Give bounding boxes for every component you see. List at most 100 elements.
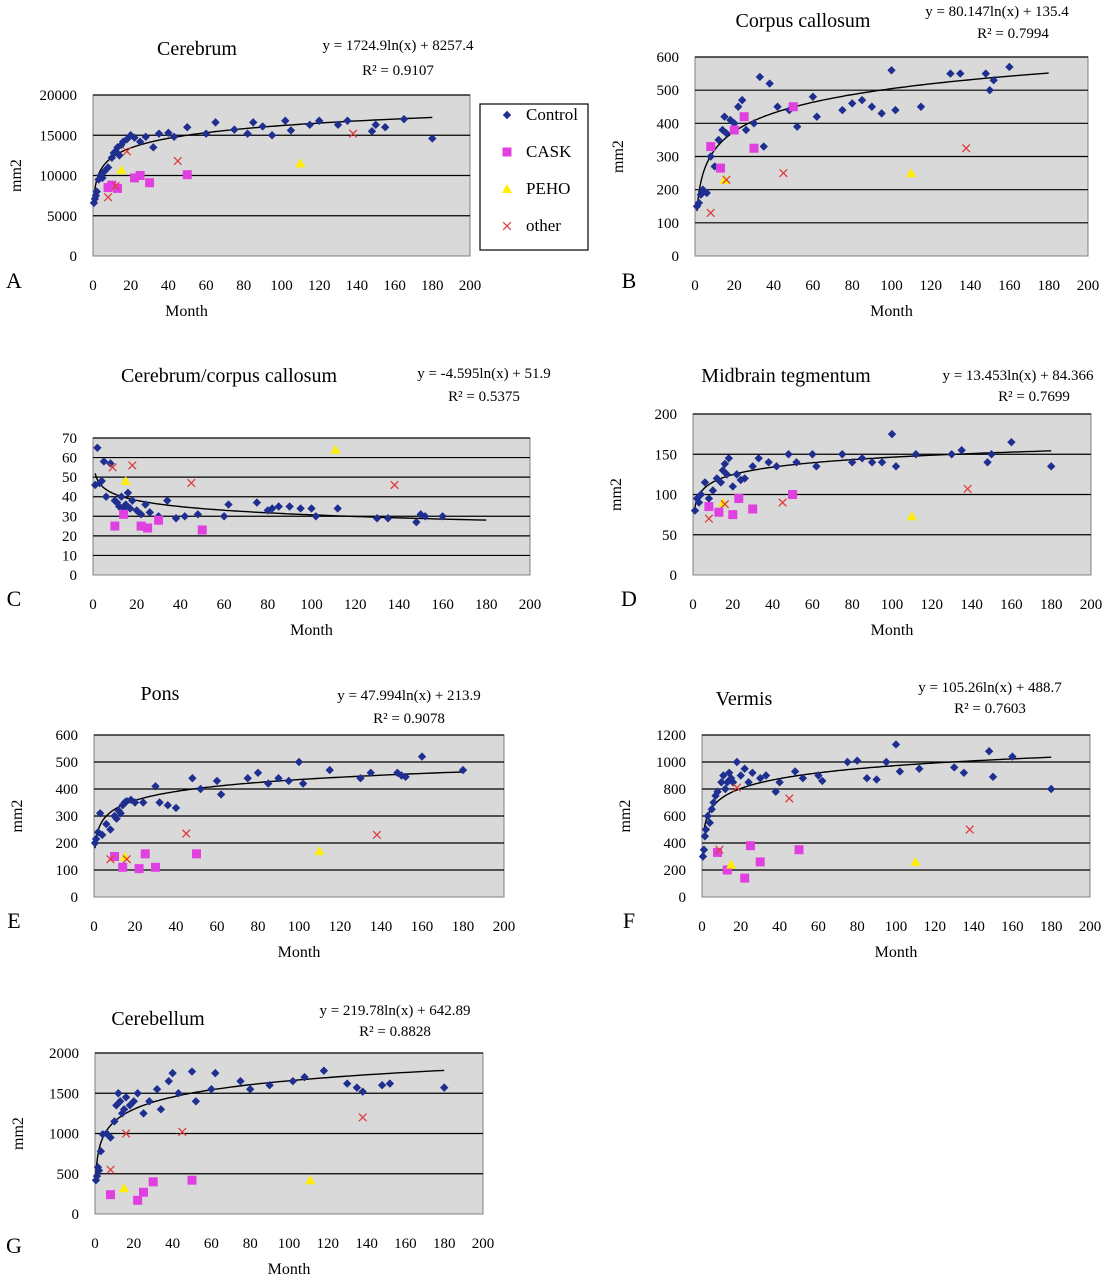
- point-other-stroke: [502, 221, 512, 231]
- x-tick-label: 80: [850, 919, 865, 935]
- point-control: [792, 122, 802, 131]
- panel-letter: G: [6, 1233, 22, 1258]
- point-other-stroke: [178, 1127, 187, 1137]
- data-points: [90, 752, 468, 874]
- x-tick-label: 60: [217, 597, 232, 613]
- x-tick-label: 140: [959, 278, 982, 294]
- point-control: [91, 191, 101, 200]
- point-control: [230, 125, 239, 134]
- point-control: [311, 512, 321, 521]
- x-axis-label: Month: [870, 303, 913, 320]
- point-control: [141, 500, 150, 509]
- point-control: [716, 478, 726, 487]
- x-tick-label: 140: [370, 919, 393, 935]
- point-control: [773, 102, 782, 111]
- point-control: [123, 488, 133, 497]
- point-control: [790, 767, 800, 776]
- point-control: [211, 1068, 220, 1078]
- y-tick-label: 50: [62, 470, 77, 486]
- y-tick-label: 5000: [47, 209, 77, 225]
- point-control: [300, 1072, 309, 1082]
- point-control: [118, 801, 127, 810]
- point-control: [286, 126, 296, 135]
- point-control: [180, 512, 189, 521]
- point-control: [730, 119, 739, 128]
- point-control: [792, 458, 801, 467]
- point-control: [319, 1066, 329, 1075]
- y-tick-label: 400: [657, 116, 680, 132]
- point-control: [877, 109, 886, 118]
- y-axis-label: mm2: [610, 140, 627, 173]
- x-tick-label: 100: [288, 919, 311, 935]
- point-other: [121, 1129, 131, 1138]
- point-control: [755, 72, 765, 82]
- point-control: [145, 508, 155, 517]
- point-control: [383, 514, 393, 523]
- point-control: [305, 120, 314, 129]
- point-control: [862, 774, 872, 783]
- x-tick-label: 20: [727, 278, 742, 294]
- y-tick-label: 0: [679, 890, 687, 906]
- point-other: [502, 221, 512, 231]
- y-tick-label: 0: [672, 249, 680, 265]
- y-tick-label: 500: [56, 755, 79, 771]
- point-other-stroke: [785, 794, 794, 803]
- y-tick-label: 50: [662, 528, 677, 544]
- point-control: [1005, 62, 1014, 72]
- point-other-stroke: [106, 1165, 115, 1174]
- x-tick-label: 200: [493, 919, 516, 935]
- point-control: [118, 137, 128, 146]
- legend-label: CASK: [526, 142, 572, 161]
- point-control: [236, 1076, 245, 1086]
- chart-title: Cerebellum: [111, 1008, 205, 1030]
- point-control: [258, 122, 267, 131]
- x-axis-label: Month: [875, 944, 918, 961]
- point-control: [740, 764, 749, 773]
- point-control: [502, 110, 512, 120]
- point-control: [98, 173, 107, 183]
- point-control: [126, 795, 136, 804]
- point-control: [174, 1089, 183, 1098]
- r-squared-label: R² = 0.9078: [373, 711, 445, 727]
- x-tick-label: 60: [811, 919, 826, 935]
- x-tick-label: 120: [317, 1236, 340, 1252]
- point-control: [274, 502, 283, 511]
- point-control: [989, 76, 998, 85]
- point-control: [1007, 437, 1016, 447]
- point-control: [696, 490, 706, 499]
- y-tick-label: 400: [664, 836, 687, 852]
- point-cask: [182, 170, 192, 180]
- point-other: [720, 499, 730, 509]
- x-tick-label: 0: [90, 919, 98, 935]
- y-tick-label: 200: [56, 836, 79, 852]
- point-other: [722, 175, 731, 184]
- y-tick-label: 0: [70, 249, 78, 265]
- point-control: [704, 494, 714, 503]
- point-other: [103, 192, 113, 202]
- y-tick-label: 20: [62, 529, 77, 545]
- point-peho: [330, 444, 341, 454]
- point-control: [798, 774, 808, 783]
- x-tick-label: 40: [766, 278, 781, 294]
- point-cask: [187, 1175, 197, 1185]
- point-cask: [788, 490, 797, 499]
- point-control: [748, 768, 757, 777]
- point-cask: [107, 180, 117, 190]
- point-control: [211, 118, 220, 127]
- point-control: [728, 482, 737, 491]
- point-control: [915, 764, 924, 773]
- point-control: [848, 458, 857, 467]
- point-control: [690, 506, 700, 515]
- point-control: [428, 134, 437, 143]
- point-cask: [133, 1195, 143, 1205]
- point-cask: [192, 849, 201, 859]
- point-control: [243, 129, 252, 138]
- legend-label: Control: [526, 105, 578, 124]
- point-control: [191, 1097, 201, 1106]
- point-control: [764, 458, 773, 467]
- point-control: [135, 137, 145, 146]
- x-tick-label: 140: [388, 597, 411, 613]
- point-control: [117, 492, 126, 501]
- point-control: [100, 167, 109, 176]
- x-tick-label: 80: [845, 597, 860, 613]
